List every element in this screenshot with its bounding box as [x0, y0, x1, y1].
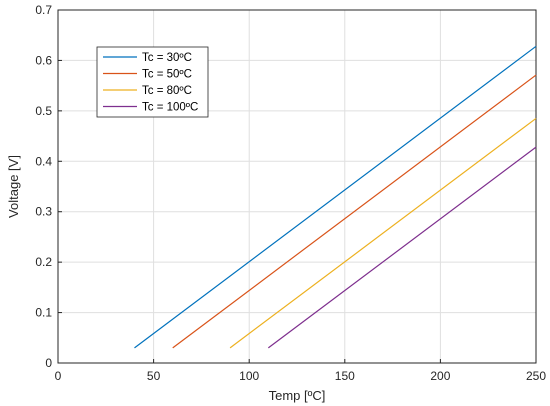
x-tick-label: 0: [55, 369, 62, 383]
series-line-2: [229, 117, 537, 349]
y-axis-label: Voltage [V]: [6, 155, 21, 218]
y-tick-label: 0.7: [35, 3, 52, 17]
y-tick-label: 0.4: [35, 154, 52, 168]
axis-ticks: 0 50 100 150 200 250 0 0.1 0.2 0.3 0.4 0.5 0.6 0.7: [35, 3, 546, 383]
y-tick-label: 0.3: [35, 205, 52, 219]
x-tick-label: 200: [430, 369, 450, 383]
y-tick-label: 0.1: [35, 306, 52, 320]
y-tick-label: 0.5: [35, 104, 52, 118]
legend: Tc = 30ºC Tc = 50ºC Tc = 80ºC Tc = 100ºC: [96, 46, 209, 118]
series-lines: [134, 45, 537, 349]
legend-label: Tc = 30ºC: [142, 52, 192, 64]
x-axis-label: Temp [ºC]: [269, 388, 326, 403]
legend-label: Tc = 100ºC: [142, 102, 198, 114]
y-tick-label: 0.6: [35, 53, 52, 67]
y-tick-label: 0.2: [35, 255, 52, 269]
plot-area: [57, 9, 537, 364]
legend-box: [96, 46, 209, 118]
x-tick-label: 100: [239, 369, 259, 383]
y-tick-label: 0: [45, 356, 52, 370]
legend-label: Tc = 80ºC: [142, 85, 192, 97]
x-tick-label: 150: [335, 369, 355, 383]
x-tick-label: 250: [526, 369, 546, 383]
x-tick-label: 50: [147, 369, 161, 383]
series-line-1: [172, 74, 537, 349]
legend-label: Tc = 50ºC: [142, 69, 192, 81]
series-line-3: [267, 146, 537, 349]
series-line-0: [134, 45, 537, 349]
